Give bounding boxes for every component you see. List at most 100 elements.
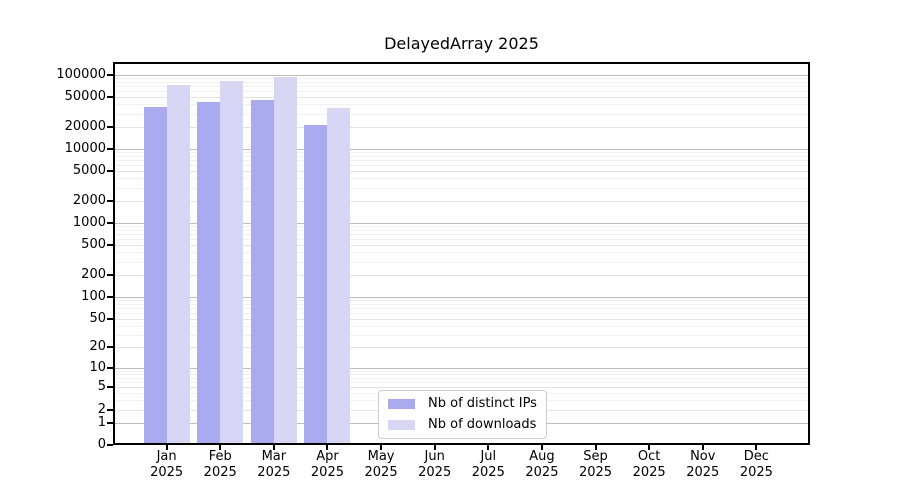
legend-label-downloads: Nb of downloads xyxy=(428,417,537,432)
gridline xyxy=(115,347,808,348)
y-tick xyxy=(107,200,113,202)
y-tick xyxy=(107,422,113,424)
minor-gridline xyxy=(115,234,808,235)
y-tick xyxy=(107,318,113,320)
gridline xyxy=(115,201,808,202)
minor-gridline xyxy=(115,326,808,327)
x-tick xyxy=(166,445,168,450)
major-gridline xyxy=(115,368,808,369)
x-tick xyxy=(648,445,650,450)
minor-gridline xyxy=(115,104,808,105)
x-tick xyxy=(702,445,704,450)
y-tick xyxy=(107,126,113,128)
x-tick-label: Mar 2025 xyxy=(257,449,291,480)
major-gridline xyxy=(115,297,808,298)
y-tick-label: 5 xyxy=(97,379,106,394)
minor-gridline xyxy=(115,335,808,336)
minor-gridline xyxy=(115,188,808,189)
gridline xyxy=(115,171,808,172)
y-tick xyxy=(107,444,113,446)
x-tick xyxy=(487,445,489,450)
minor-gridline xyxy=(115,91,808,92)
x-tick xyxy=(380,445,382,450)
bar-downloads-feb-2025 xyxy=(220,81,243,445)
minor-gridline xyxy=(115,371,808,372)
minor-gridline xyxy=(115,252,808,253)
bar-downloads-jan-2025 xyxy=(167,85,190,445)
minor-gridline xyxy=(115,300,808,301)
minor-gridline xyxy=(115,239,808,240)
y-tick xyxy=(107,386,113,388)
x-tick xyxy=(219,445,221,450)
bar-distinct-ips-jan-2025 xyxy=(144,107,167,445)
y-tick xyxy=(107,409,113,411)
minor-gridline xyxy=(115,226,808,227)
legend-swatch-distinct-ips xyxy=(388,399,415,409)
y-tick-label: 10 xyxy=(89,360,106,375)
minor-gridline xyxy=(115,378,808,379)
gridline xyxy=(115,387,808,388)
gridline xyxy=(115,245,808,246)
x-tick-label: Sep 2025 xyxy=(578,449,613,480)
minor-gridline xyxy=(115,178,808,179)
y-tick xyxy=(107,346,113,348)
y-tick-label: 1 xyxy=(97,415,106,430)
x-tick xyxy=(434,445,436,450)
y-tick xyxy=(107,367,113,369)
y-tick-label: 2000 xyxy=(72,193,106,208)
minor-gridline xyxy=(115,262,808,263)
y-tick xyxy=(107,74,113,76)
x-tick xyxy=(541,445,543,450)
y-tick xyxy=(107,296,113,298)
minor-gridline xyxy=(115,86,808,87)
minor-gridline xyxy=(115,374,808,375)
x-tick xyxy=(755,445,757,450)
y-tick xyxy=(107,96,113,98)
legend-item-downloads: Nb of downloads xyxy=(388,417,537,433)
y-tick-label: 10000 xyxy=(64,141,106,156)
y-tick-label: 100 xyxy=(81,289,106,304)
bar-distinct-ips-feb-2025 xyxy=(197,102,220,445)
major-gridline xyxy=(115,149,808,150)
y-tick-label: 1000 xyxy=(72,215,106,230)
legend-label-distinct-ips: Nb of distinct IPs xyxy=(428,396,537,411)
gridline xyxy=(115,319,808,320)
minor-gridline xyxy=(115,308,808,309)
legend-item-distinct-ips: Nb of distinct IPs xyxy=(388,396,537,412)
y-tick xyxy=(107,244,113,246)
legend: Nb of distinct IPs Nb of downloads xyxy=(378,390,547,439)
y-tick-label: 0 xyxy=(97,437,106,452)
bar-downloads-apr-2025 xyxy=(327,108,350,445)
y-tick-label: 5000 xyxy=(72,163,106,178)
gridline xyxy=(115,127,808,128)
minor-gridline xyxy=(115,78,808,79)
y-tick-label: 50 xyxy=(89,311,106,326)
y-tick-label: 200 xyxy=(81,267,106,282)
minor-gridline xyxy=(115,114,808,115)
minor-gridline xyxy=(115,313,808,314)
major-gridline xyxy=(115,75,808,76)
minor-gridline xyxy=(115,160,808,161)
x-tick-label: Jan 2025 xyxy=(150,449,184,480)
x-tick-label: Jun 2025 xyxy=(418,449,452,480)
legend-swatch-downloads xyxy=(388,420,415,430)
chart-title: DelayedArray 2025 xyxy=(384,34,539,53)
x-tick xyxy=(326,445,328,450)
y-tick-label: 50000 xyxy=(64,89,106,104)
x-tick-label: Dec 2025 xyxy=(739,449,773,480)
bar-downloads-mar-2025 xyxy=(274,77,297,445)
y-tick xyxy=(107,274,113,276)
y-tick xyxy=(107,170,113,172)
y-tick xyxy=(107,148,113,150)
minor-gridline xyxy=(115,82,808,83)
gridline xyxy=(115,275,808,276)
minor-gridline xyxy=(115,382,808,383)
x-tick xyxy=(595,445,597,450)
bar-distinct-ips-apr-2025 xyxy=(304,125,327,445)
minor-gridline xyxy=(115,152,808,153)
x-tick-label: Apr 2025 xyxy=(310,449,344,480)
y-tick-label: 20000 xyxy=(64,119,106,134)
y-tick xyxy=(107,222,113,224)
bar-distinct-ips-mar-2025 xyxy=(251,100,274,445)
